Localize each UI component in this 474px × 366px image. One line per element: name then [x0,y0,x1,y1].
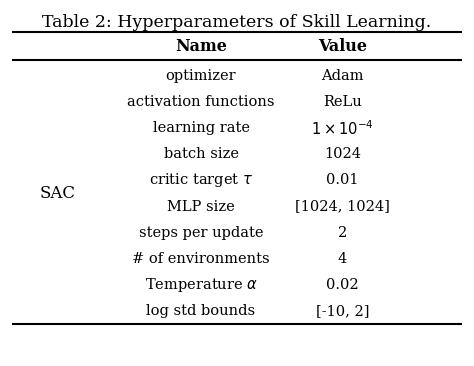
Text: batch size: batch size [164,147,238,161]
Text: 0.01: 0.01 [326,173,359,187]
Text: learning rate: learning rate [153,121,249,135]
Text: $1 \times 10^{-4}$: $1 \times 10^{-4}$ [311,119,374,138]
Text: 2: 2 [338,226,347,240]
Text: [-10, 2]: [-10, 2] [316,304,369,318]
Text: activation functions: activation functions [128,95,275,109]
Text: MLP size: MLP size [167,199,235,214]
Text: # of environments: # of environments [132,252,270,266]
Text: ReLu: ReLu [323,95,362,109]
Text: Table 2: Hyperparameters of Skill Learning.: Table 2: Hyperparameters of Skill Learni… [42,14,432,31]
Text: log std bounds: log std bounds [146,304,255,318]
Text: critic target $\tau$: critic target $\tau$ [149,171,253,190]
Text: optimizer: optimizer [166,69,237,83]
Text: Temperature $\alpha$: Temperature $\alpha$ [145,276,257,294]
Text: Name: Name [175,38,227,55]
Text: 4: 4 [338,252,347,266]
Text: steps per update: steps per update [139,226,263,240]
Text: SAC: SAC [39,185,75,202]
Text: Value: Value [318,38,367,55]
Text: 1024: 1024 [324,147,361,161]
Text: [1024, 1024]: [1024, 1024] [295,199,390,214]
Text: 0.02: 0.02 [326,278,359,292]
Text: Adam: Adam [321,69,364,83]
